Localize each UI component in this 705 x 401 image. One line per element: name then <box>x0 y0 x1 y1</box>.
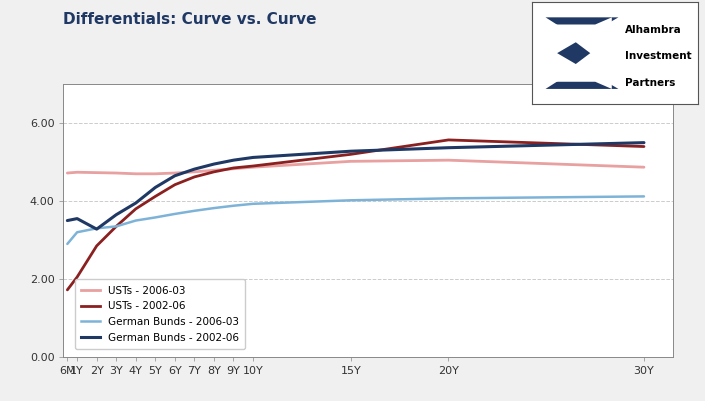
Legend: USTs - 2006-03, USTs - 2002-06, German Bunds - 2006-03, German Bunds - 2002-06: USTs - 2006-03, USTs - 2002-06, German B… <box>75 279 245 349</box>
Text: Investment: Investment <box>625 51 692 61</box>
Text: Differentials: Curve vs. Curve: Differentials: Curve vs. Curve <box>63 12 317 27</box>
Text: Alhambra: Alhambra <box>625 24 682 34</box>
Text: Partners: Partners <box>625 78 675 88</box>
Polygon shape <box>546 17 618 89</box>
Polygon shape <box>552 17 612 89</box>
